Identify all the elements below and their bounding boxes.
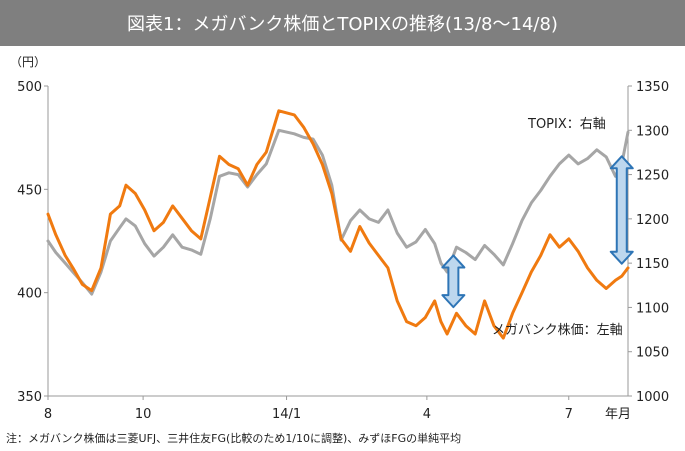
gap-arrows: [441, 155, 634, 309]
y-right-tick-label: 1350: [636, 80, 669, 95]
megabank-series-label: メガバンク株価：左軸: [492, 323, 623, 338]
y-right-tick-label: 1150: [636, 257, 669, 272]
y-right-tick-label: 1000: [636, 390, 669, 405]
y-right-tick-label: 1300: [636, 124, 669, 139]
y-left-axis: （円） 350 400 450 500: [10, 55, 48, 405]
x-tick-label: 14/1: [272, 407, 301, 422]
chart-title: 図表1：メガバンク株価とTOPIXの推移(13/8～14/8): [0, 0, 685, 46]
x-tick-label: 8: [44, 407, 52, 422]
series-line-megabank: [46, 109, 630, 340]
gap-arrow: [609, 155, 634, 265]
y-left-tick-label: 450: [17, 183, 42, 198]
y-right-tick-label: 1250: [636, 169, 669, 184]
y-right-tick-label: 1050: [636, 346, 669, 361]
x-tick-label: 10: [135, 407, 152, 422]
series-layer: [46, 109, 630, 340]
x-tick-label: 年月: [605, 407, 631, 422]
y-left-tick-label: 350: [17, 390, 42, 405]
axes: [47, 86, 629, 397]
y-left-unit: （円）: [10, 55, 46, 69]
x-tick-label: 7: [565, 407, 573, 422]
y-right-axis: 1000 1050 1100 1150 1200 1250 1300 1350: [628, 80, 669, 405]
footnote: 注：メガバンク株価は三菱UFJ、三井住友FG(比較のため1/10に調整)、みずほ…: [6, 432, 462, 445]
x-axis: 8 10 14/1 4 7 年月: [44, 396, 631, 422]
y-right-tick-label: 1200: [636, 213, 669, 228]
y-right-tick-label: 1100: [636, 301, 669, 316]
gap-arrow: [441, 254, 466, 309]
topix-series-label: TOPIX：右軸: [527, 117, 606, 132]
y-left-tick-label: 500: [17, 80, 42, 95]
series-line-topix: [46, 128, 630, 296]
chart-area: （円） 350 400 450 500 1000 1050 1100 1150 1200 1250…: [10, 55, 669, 422]
y-left-tick-label: 400: [17, 287, 42, 302]
x-tick-label: 4: [423, 407, 431, 422]
